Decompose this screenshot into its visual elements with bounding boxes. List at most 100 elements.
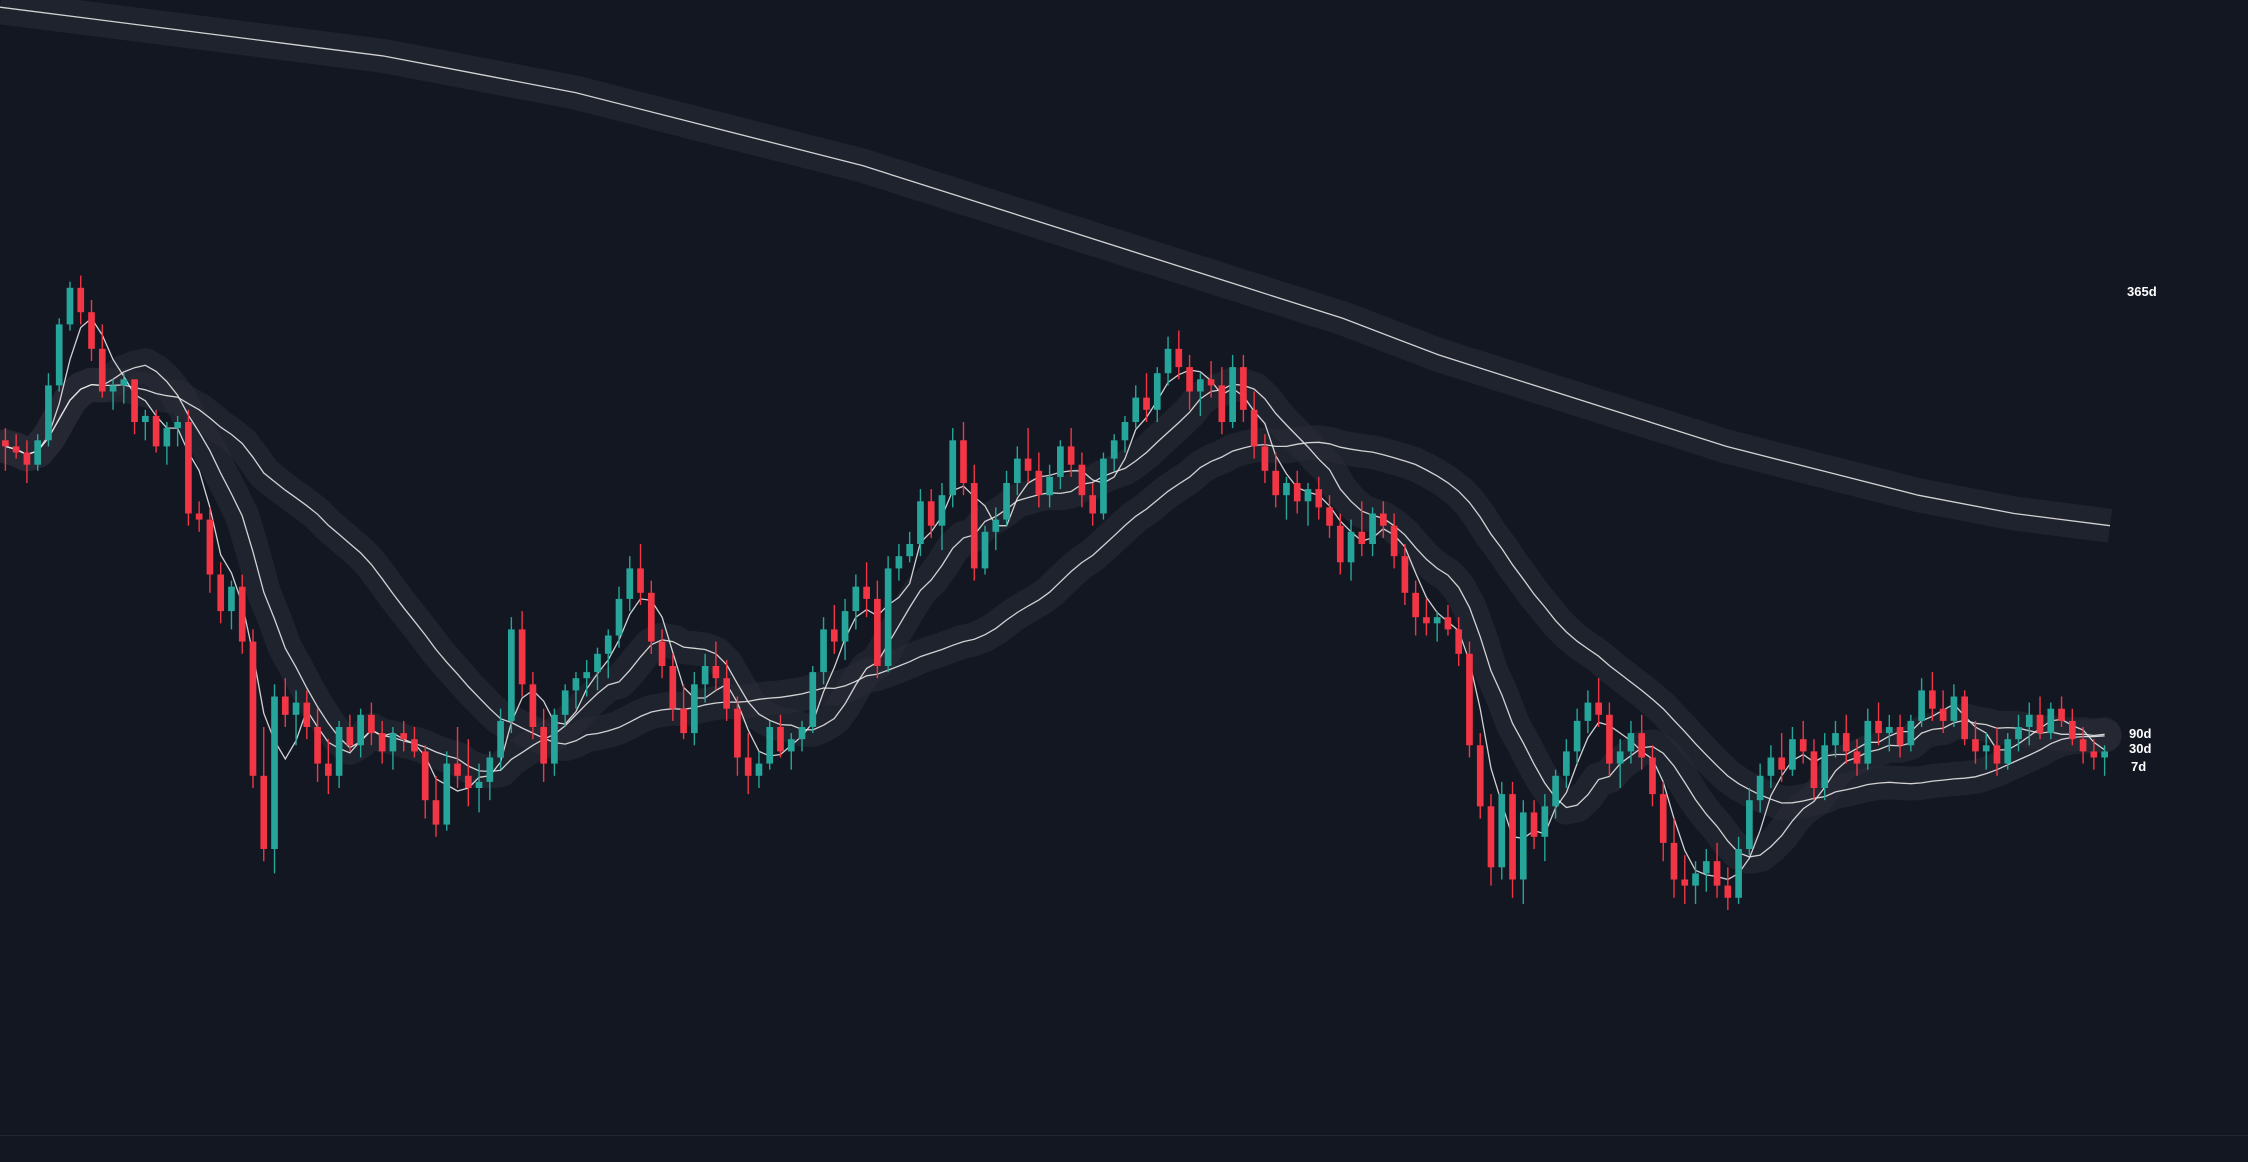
candle-body[interactable] — [1218, 385, 1226, 422]
candle-body[interactable] — [680, 708, 687, 734]
candle-body[interactable] — [228, 586, 235, 612]
candle-body[interactable] — [798, 727, 806, 740]
candle-body[interactable] — [249, 641, 257, 776]
candle-body[interactable] — [938, 495, 946, 526]
candle-body[interactable] — [615, 598, 623, 636]
candle-body[interactable] — [2015, 727, 2022, 740]
candle-body[interactable] — [314, 727, 321, 764]
candle-body[interactable] — [970, 483, 978, 569]
candle-body[interactable] — [1616, 751, 1624, 764]
candle-body[interactable] — [1207, 379, 1215, 386]
candle-body[interactable] — [1293, 483, 1301, 502]
candle-body[interactable] — [1713, 861, 1721, 886]
candle-body[interactable] — [1789, 739, 1796, 770]
candle-body[interactable] — [2004, 739, 2012, 764]
candle-body[interactable] — [1993, 745, 2001, 764]
candle-body[interactable] — [411, 739, 418, 752]
candle-body[interactable] — [1875, 720, 1882, 734]
candle-body[interactable] — [744, 757, 752, 776]
candle-body[interactable] — [1175, 348, 1183, 368]
candle-body[interactable] — [66, 287, 74, 325]
candle-body[interactable] — [755, 763, 763, 776]
candle-body[interactable] — [1412, 592, 1419, 618]
candle-body[interactable] — [2047, 708, 2055, 734]
candle-body[interactable] — [325, 763, 332, 776]
candle-body[interactable] — [1735, 849, 1742, 898]
candle-body[interactable] — [1746, 800, 1753, 849]
candle-body[interactable] — [1896, 727, 1904, 746]
candle-body[interactable] — [368, 714, 375, 734]
candle-body[interactable] — [389, 733, 397, 752]
candle-body[interactable] — [1487, 806, 1495, 868]
candle-body[interactable] — [1982, 745, 1990, 752]
candle-body[interactable] — [2090, 751, 2098, 758]
candle-body[interactable] — [1132, 397, 1140, 422]
candle-body[interactable] — [1584, 702, 1592, 721]
candle-body[interactable] — [874, 598, 881, 666]
candle-body[interactable] — [734, 708, 741, 758]
candle-body[interactable] — [1433, 617, 1441, 624]
candle-body[interactable] — [1509, 794, 1516, 880]
candle-body[interactable] — [1358, 531, 1366, 544]
candle-body[interactable] — [1304, 489, 1312, 502]
candle-body[interactable] — [1649, 757, 1656, 795]
candle-body[interactable] — [1186, 367, 1193, 392]
candle-body[interactable] — [1842, 733, 1850, 752]
candle-body[interactable] — [529, 684, 537, 727]
candle-body[interactable] — [1336, 525, 1344, 563]
candle-body[interactable] — [841, 611, 849, 642]
candle-body[interactable] — [45, 385, 52, 441]
candle-body[interactable] — [1929, 690, 1936, 709]
candle-body[interactable] — [152, 415, 160, 447]
candle-body[interactable] — [497, 720, 504, 758]
candle-body[interactable] — [443, 763, 451, 825]
candle-body[interactable] — [906, 544, 914, 557]
candle-body[interactable] — [508, 629, 515, 721]
candle-body[interactable] — [185, 422, 192, 514]
candle-body[interactable] — [400, 733, 408, 740]
candle-body[interactable] — [1681, 879, 1689, 886]
candle-body[interactable] — [658, 641, 666, 666]
candle-body[interactable] — [378, 733, 386, 752]
candle-body[interactable] — [1573, 720, 1581, 752]
candle-body[interactable] — [1057, 446, 1064, 477]
candle-body[interactable] — [518, 629, 526, 685]
candle-body[interactable] — [454, 763, 461, 776]
candle-body[interactable] — [1670, 842, 1678, 880]
candle-body[interactable] — [960, 440, 967, 483]
candle-body[interactable] — [604, 635, 612, 654]
candle-body[interactable] — [1283, 483, 1290, 496]
candle-body[interactable] — [1326, 507, 1333, 526]
candle-body[interactable] — [1885, 727, 1893, 734]
candle-body[interactable] — [1347, 531, 1355, 563]
candle-body[interactable] — [1250, 409, 1258, 447]
candle-body[interactable] — [1563, 751, 1570, 776]
candle-body[interactable] — [1369, 513, 1376, 545]
candle-body[interactable] — [1702, 861, 1710, 874]
candle-body[interactable] — [1552, 775, 1559, 807]
candle-body[interactable] — [271, 696, 278, 850]
candle-body[interactable] — [691, 684, 698, 734]
candle-body[interactable] — [346, 727, 354, 746]
candle-body[interactable] — [260, 775, 268, 849]
candle-body[interactable] — [863, 586, 870, 599]
candle-body[interactable] — [1519, 812, 1527, 880]
candle-body[interactable] — [895, 556, 903, 569]
candle-body[interactable] — [1024, 458, 1032, 471]
candle-body[interactable] — [1196, 379, 1204, 392]
candle-body[interactable] — [238, 586, 246, 642]
candle-body[interactable] — [1659, 794, 1667, 843]
candle-body[interactable] — [98, 348, 106, 392]
candle-body[interactable] — [2036, 714, 2044, 734]
candle-body[interactable] — [1541, 806, 1549, 837]
candle-body[interactable] — [55, 324, 63, 386]
candle-body[interactable] — [1476, 745, 1484, 807]
candle-body[interactable] — [647, 592, 655, 642]
candle-body[interactable] — [1864, 720, 1872, 764]
candle-body[interactable] — [475, 781, 483, 788]
candle-body[interactable] — [77, 287, 85, 313]
candle-body[interactable] — [1455, 629, 1463, 654]
candle-body[interactable] — [432, 800, 440, 825]
candle-body[interactable] — [723, 678, 730, 709]
